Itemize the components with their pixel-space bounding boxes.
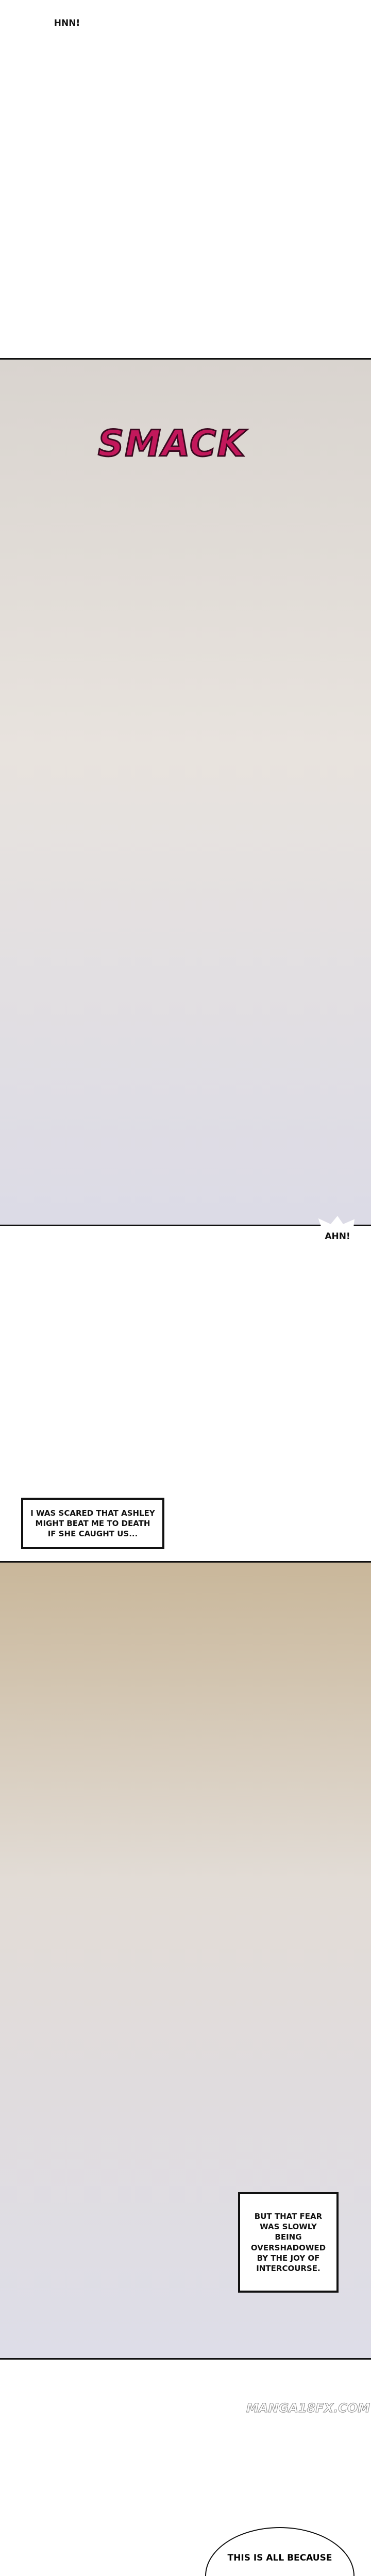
narration-text: I WAS SCARED THAT ASHLEY MIGHT BEAT ME T…	[30, 1508, 155, 1539]
bubble-text: AHN!	[325, 1231, 350, 1242]
comic-panel-1	[0, 358, 371, 1226]
narration-box-1: I WAS SCARED THAT ASHLEY MIGHT BEAT ME T…	[21, 1498, 164, 1549]
speech-bubble-bottom: THIS IS ALL BECAUSE	[205, 2527, 355, 2576]
speech-bubble-hnn: HNN!	[28, 0, 106, 46]
narration-box-2: BUT THAT FEAR WAS SLOWLY BEING OVERSHADO…	[238, 2192, 339, 2293]
bubble-text: THIS IS ALL BECAUSE	[227, 2553, 332, 2563]
bubble-text: HNN!	[54, 18, 80, 28]
narration-text: BUT THAT FEAR WAS SLOWLY BEING OVERSHADO…	[250, 2211, 326, 2273]
watermark: MANGA18FX.COM	[246, 2401, 370, 2416]
sound-effect-smack: SMACK	[97, 422, 246, 466]
